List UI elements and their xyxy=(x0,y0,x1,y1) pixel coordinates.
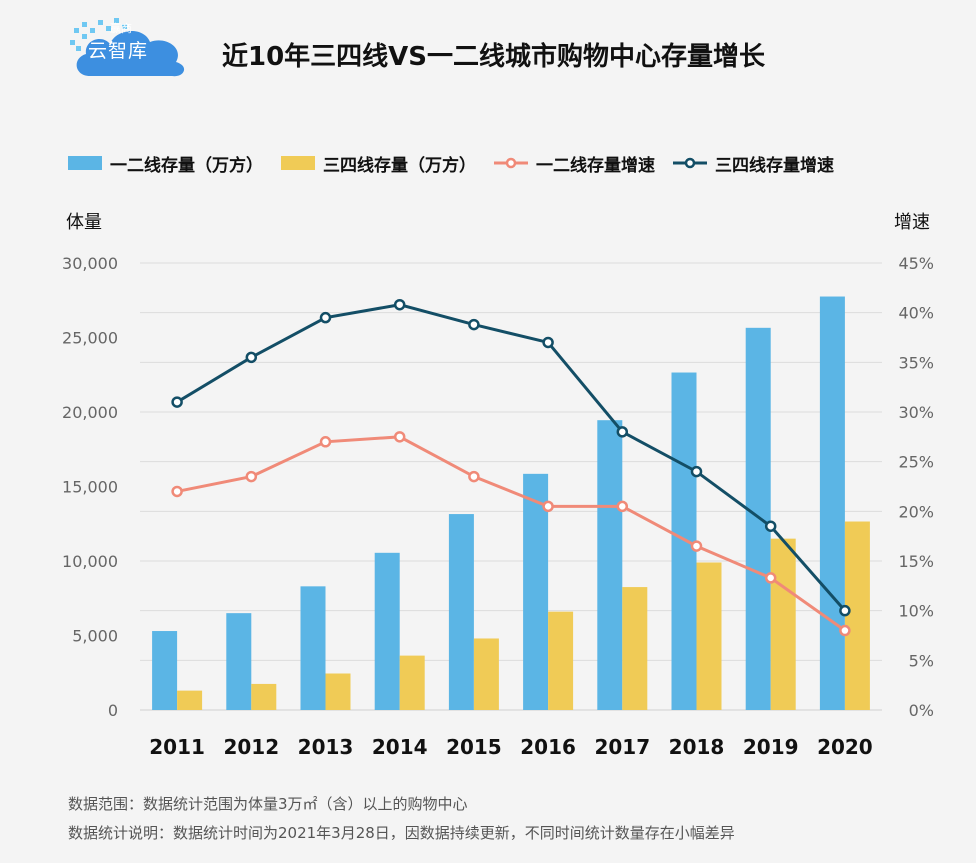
x-axis-tick-label: 2012 xyxy=(223,735,279,759)
left-axis-title: 体量 xyxy=(66,212,102,233)
point-tier12-growth xyxy=(764,572,777,584)
left-axis-tick-label: 10,000 xyxy=(62,552,118,571)
left-axis-tick-label: 5,000 xyxy=(72,627,118,646)
point-tier12-growth xyxy=(171,485,183,498)
legend-swatch xyxy=(494,157,528,169)
bar-tier12-stock xyxy=(523,473,549,710)
bar-tier12-stock xyxy=(226,613,252,710)
point-tier34-growth xyxy=(839,604,851,617)
left-axis-tick-label: 30,000 xyxy=(62,254,118,273)
bar-tier34-stock xyxy=(473,638,499,710)
left-axis-tick-label: 25,000 xyxy=(62,329,118,348)
point-tier12-growth xyxy=(393,431,406,443)
bar-tier34-stock xyxy=(177,690,203,710)
point-tier12-growth xyxy=(245,470,258,483)
right-axis-tick-label: 30% xyxy=(898,403,934,422)
bar-tier34-stock xyxy=(770,538,796,710)
legend-swatch xyxy=(68,156,102,170)
bar-tier34-stock xyxy=(251,683,277,710)
x-axis-tick-label: 2016 xyxy=(520,735,576,759)
chart-title: 近10年三四线VS一二线城市购物中心存量增长 xyxy=(222,42,766,72)
bar-tier12-stock xyxy=(819,296,845,710)
bar-tier34-stock xyxy=(325,673,351,710)
legend-item-tier12-growth: 一二线存量增速 xyxy=(494,151,655,176)
x-axis-tick-label: 2015 xyxy=(446,735,502,759)
point-tier12-growth xyxy=(468,470,480,483)
x-axis-tick-label: 2020 xyxy=(817,735,873,759)
point-tier34-growth xyxy=(764,520,777,532)
footnote-method: 数据统计说明：数据统计时间为2021年3月28日，因数据持续更新，不同时间统计数… xyxy=(68,824,735,842)
legend-item-tier34-stock: 三四线存量（万方） xyxy=(281,151,476,176)
bar-tier12-stock xyxy=(152,631,178,710)
bar-tier12-stock xyxy=(597,420,623,710)
right-axis-tick-label: 20% xyxy=(898,502,934,521)
point-tier12-growth xyxy=(319,436,332,448)
x-axis-tick-label: 2013 xyxy=(298,735,354,759)
right-axis-tick-label: 10% xyxy=(898,602,934,621)
right-axis-tick-label: 15% xyxy=(898,552,934,571)
x-axis-tick-label: 2017 xyxy=(594,735,650,759)
legend-label: 三四线存量增速 xyxy=(715,155,834,176)
point-tier34-growth xyxy=(171,396,183,408)
bar-tier34-stock xyxy=(696,562,722,710)
x-axis-tick-label: 2018 xyxy=(669,735,725,759)
point-tier34-growth xyxy=(616,426,629,438)
logo-main-text: 云智库 xyxy=(88,40,149,62)
point-tier34-growth xyxy=(468,318,480,331)
bar-tier12-stock xyxy=(745,327,771,710)
bar-tier34-stock xyxy=(548,611,574,710)
point-tier12-growth xyxy=(542,500,554,513)
right-axis-title: 增速 xyxy=(894,212,930,233)
right-axis-tick-label: 35% xyxy=(898,353,934,372)
brand-logo xyxy=(70,18,185,77)
left-axis-tick-label: 20,000 xyxy=(62,403,118,422)
right-axis-tick-label: 45% xyxy=(898,254,934,273)
logo-small-text: 赢商 xyxy=(110,22,132,35)
bar-tier12-stock xyxy=(300,586,326,710)
point-tier12-growth xyxy=(839,624,851,637)
bar-tier34-stock xyxy=(844,521,870,710)
point-tier12-growth xyxy=(690,540,703,552)
legend-item-tier34-growth: 三四线存量增速 xyxy=(673,151,834,176)
legend-label: 三四线存量（万方） xyxy=(323,155,476,176)
left-axis-tick-label: 15,000 xyxy=(62,478,118,497)
point-tier34-growth xyxy=(690,465,703,478)
x-axis-tick-label: 2014 xyxy=(372,735,428,759)
legend-swatch xyxy=(673,157,707,169)
bar-tier12-stock xyxy=(671,372,697,710)
right-axis-tick-label: 40% xyxy=(898,304,934,323)
legend-swatch xyxy=(281,156,315,170)
chart-legend: 一二线存量（万方） 三四线存量（万方） 一二线存量增速 三四线存量增速 xyxy=(68,150,834,176)
bar-tier12-stock xyxy=(448,514,474,710)
right-axis-tick-label: 0% xyxy=(909,701,934,720)
line-tier34-growth xyxy=(176,303,847,612)
left-axis-tick-label: 0 xyxy=(108,701,118,720)
right-axis-tick-label: 25% xyxy=(898,453,934,472)
bar-tier34-stock xyxy=(622,587,648,710)
x-axis-tick-label: 2019 xyxy=(743,735,799,759)
footnote-scope: 数据范围：数据统计范围为体量3万㎡（含）以上的购物中心 xyxy=(68,795,468,813)
point-tier34-growth xyxy=(542,336,554,349)
x-axis-tick-label: 2011 xyxy=(149,735,205,759)
point-tier34-growth xyxy=(319,311,332,324)
right-axis-tick-label: 5% xyxy=(909,651,934,670)
point-tier34-growth xyxy=(245,351,258,364)
legend-label: 一二线存量增速 xyxy=(536,155,655,176)
point-tier34-growth xyxy=(393,298,406,311)
legend-label: 一二线存量（万方） xyxy=(110,155,263,176)
bar-tier34-stock xyxy=(399,655,425,710)
legend-item-tier12-stock: 一二线存量（万方） xyxy=(68,151,263,176)
point-tier12-growth xyxy=(616,500,629,513)
line-tier12-growth xyxy=(176,435,846,632)
bar-tier12-stock xyxy=(374,552,400,710)
